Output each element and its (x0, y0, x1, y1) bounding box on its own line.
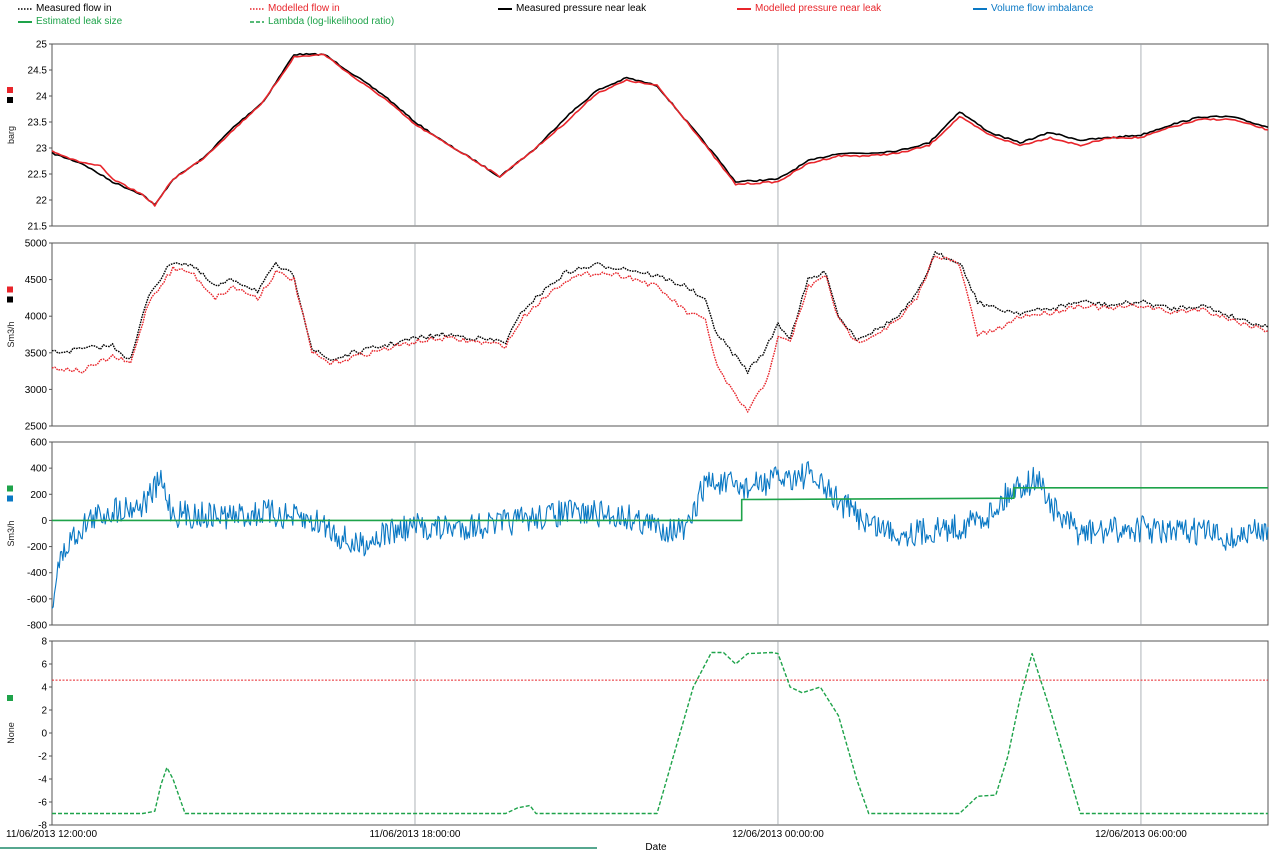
y-tick-label: 23 (36, 144, 48, 155)
series-line-measured-flow-in (51, 250, 1269, 375)
legend-swatch (250, 20, 264, 23)
series-line-volume-flow-imbalance (51, 461, 1269, 609)
y-tick-label: -4 (38, 775, 47, 786)
y-tick-label: 21.5 (28, 222, 48, 233)
legend-item: Measured pressure near leak (498, 3, 646, 14)
y-axis-label: Sm3/h (6, 321, 16, 347)
series-marker (7, 87, 13, 93)
legend-item: Modelled flow in (250, 3, 340, 14)
y-tick-label: 200 (30, 490, 47, 501)
plot-area (51, 43, 1269, 227)
series-line-estimated-leak-size (52, 486, 1268, 522)
y-tick-label: 22.5 (28, 170, 48, 181)
series-marker (7, 286, 13, 293)
legend-swatch (250, 7, 264, 10)
y-tick-label: 23.5 (28, 118, 48, 129)
x-axis-label: Date (645, 842, 667, 850)
y-tick-label: 22 (36, 196, 48, 207)
y-axis-label: Sm3/h (6, 520, 16, 546)
y-tick-label: 2 (41, 706, 47, 717)
legend-label: Modelled pressure near leak (755, 3, 882, 14)
plot-area (51, 242, 1269, 427)
series-marker (7, 485, 13, 492)
y-tick-label: -400 (27, 568, 47, 579)
y-tick-label: 400 (30, 464, 47, 475)
y-tick-label: 24 (36, 92, 48, 103)
y-tick-label: 25 (36, 40, 48, 51)
y-tick-label: 3000 (25, 385, 48, 396)
legend-label: Estimated leak size (36, 16, 123, 27)
y-tick-label: -6 (38, 798, 47, 809)
legend-swatch (18, 20, 32, 23)
x-tick-label: 12/06/2013 06:00:00 (1095, 829, 1187, 840)
y-tick-label: 6 (41, 660, 47, 671)
y-tick-label: -800 (27, 621, 47, 632)
legend-label: Measured flow in (36, 3, 112, 14)
legend-item: Volume flow imbalance (973, 3, 1093, 14)
y-tick-label: 4000 (25, 312, 48, 323)
x-tick-label: 12/06/2013 00:00:00 (732, 829, 824, 840)
legend-swatch (498, 7, 512, 10)
series-line-lambda-log-likelihood-ratio (52, 651, 1268, 815)
legend-item: Measured flow in (18, 3, 112, 14)
y-tick-label: -8 (38, 821, 47, 832)
y-tick-label: -600 (27, 594, 47, 605)
plot-area (51, 640, 1269, 826)
y-tick-label: 3500 (25, 348, 48, 359)
y-tick-label: 8 (41, 637, 47, 648)
y-tick-label: -200 (27, 542, 47, 553)
series-line-modelled-flow-in (51, 255, 1269, 413)
legend-swatch (973, 7, 987, 10)
y-axis-label: barg (6, 126, 16, 144)
chart-legend: Measured flow in Modelled flow in Measured… (0, 0, 1272, 32)
legend-swatch (737, 7, 751, 10)
y-tick-label: 4 (41, 683, 47, 694)
legend-swatch (18, 7, 32, 10)
x-tick-label: 11/06/2013 12:00:00 (6, 829, 97, 840)
y-tick-label: 4500 (25, 275, 48, 286)
y-tick-label: 2500 (25, 422, 48, 433)
series-line-modelled-pressure-near-leak (51, 53, 1269, 207)
legend-label: Modelled flow in (268, 3, 340, 14)
y-tick-label: 600 (30, 438, 47, 449)
legend-label: Volume flow imbalance (991, 3, 1094, 14)
legend-item: Modelled pressure near leak (737, 3, 881, 14)
legend-label: Lambda (log-likelihood ratio) (268, 16, 395, 27)
x-tick-label: 11/06/2013 18:00:00 (369, 829, 460, 840)
y-tick-label: 5000 (25, 239, 48, 250)
y-axis-label: None (6, 722, 16, 744)
y-tick-label: -2 (38, 752, 47, 763)
y-tick-label: 24.5 (28, 66, 48, 77)
series-marker (7, 97, 13, 103)
legend-item: Lambda (log-likelihood ratio) (250, 16, 394, 27)
legend-item: Estimated leak size (18, 16, 122, 27)
y-tick-label: 0 (41, 729, 47, 740)
series-marker (7, 296, 13, 303)
series-marker (7, 695, 13, 701)
y-tick-label: 0 (41, 516, 47, 527)
legend-label: Measured pressure near leak (516, 3, 647, 14)
series-marker (7, 495, 13, 502)
